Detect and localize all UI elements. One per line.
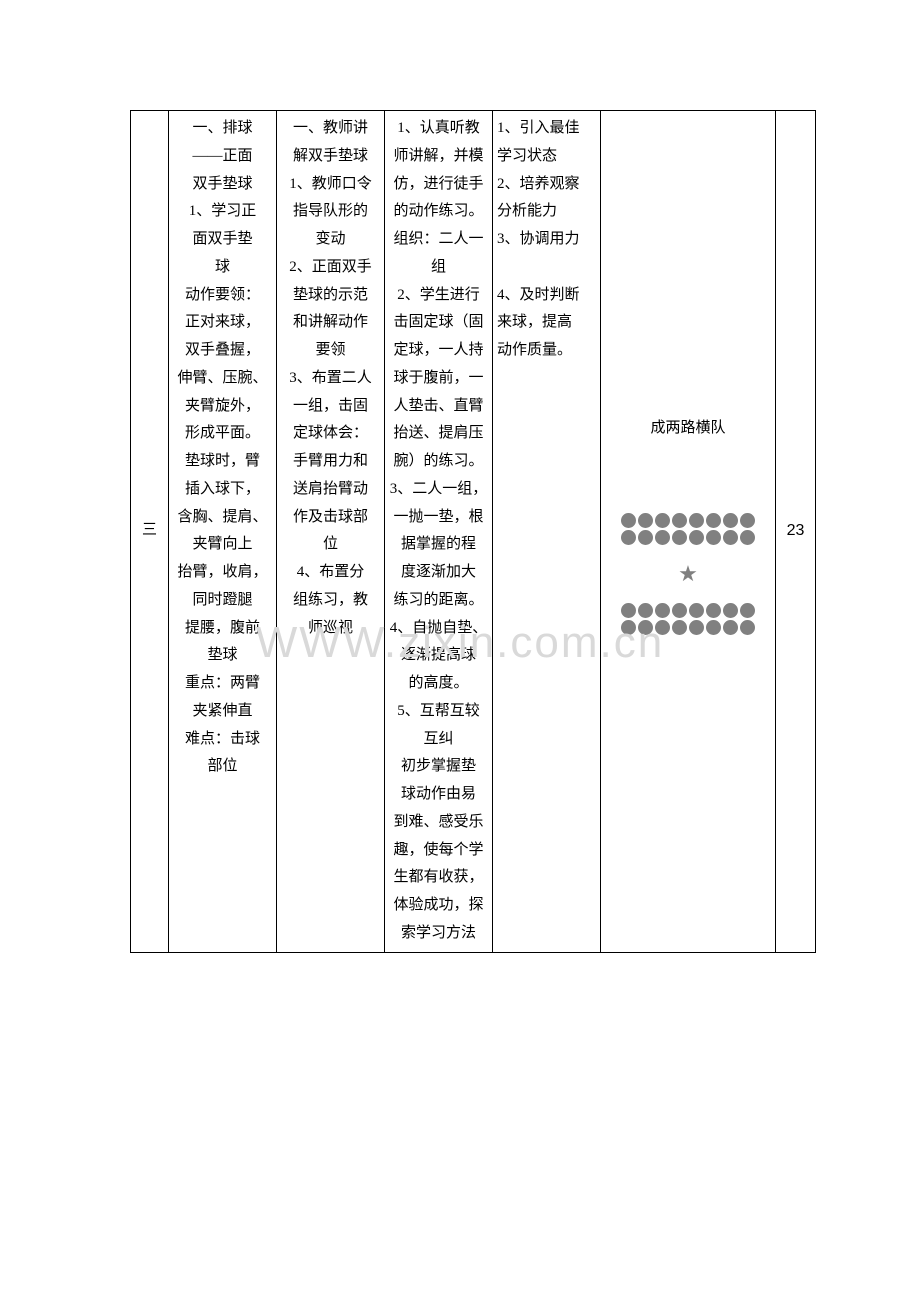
table-row: 三 一、排球 ——正面 双手垫球 1、学习正 面双手垫 球 动作要领： 正对来球… [131, 111, 816, 953]
formation-cell: 成两路横队 ★ [601, 111, 776, 953]
formation-dot-row [603, 603, 773, 618]
formation-dot-row [603, 530, 773, 545]
formation-dot-icon [723, 620, 738, 635]
formation-dot-icon [740, 620, 755, 635]
formation-dot-row [603, 620, 773, 635]
formation-dot-icon [672, 513, 687, 528]
formation-dot-icon [672, 603, 687, 618]
formation-star-icon: ★ [603, 563, 773, 585]
formation-dot-icon [740, 513, 755, 528]
formation-dot-icon [706, 530, 721, 545]
formation-dot-icon [672, 530, 687, 545]
formation-dot-icon [689, 530, 704, 545]
formation-dot-icon [621, 513, 636, 528]
section-number: 三 [142, 522, 157, 538]
formation-dot-icon [723, 603, 738, 618]
formation-dot-icon [740, 603, 755, 618]
formation-dot-icon [706, 513, 721, 528]
content-text-c: 1、认真听教 师讲解，并模 仿，进行徒手 的动作练习。 组织：二人一 组 2、学… [387, 115, 490, 948]
formation-dot-icon [638, 603, 653, 618]
content-cell-c: 1、认真听教 师讲解，并模 仿，进行徒手 的动作练习。 组织：二人一 组 2、学… [385, 111, 493, 953]
formation-dot-icon [672, 620, 687, 635]
section-number-cell: 三 [131, 111, 169, 953]
content-cell-b: 一、教师讲 解双手垫球 1、教师口令 指导队形的 变动 2、正面双手 垫球的示范… [277, 111, 385, 953]
formation-dot-icon [723, 530, 738, 545]
formation-dot-icon [621, 603, 636, 618]
formation-dot-icon [655, 530, 670, 545]
time-value: 23 [787, 522, 805, 539]
formation-dot-icon [638, 530, 653, 545]
formation-dot-icon [621, 620, 636, 635]
formation-dot-icon [638, 513, 653, 528]
formation-dot-icon [655, 603, 670, 618]
content-text-b: 一、教师讲 解双手垫球 1、教师口令 指导队形的 变动 2、正面双手 垫球的示范… [279, 115, 382, 642]
formation-dot-row [603, 513, 773, 528]
formation-dot-icon [638, 620, 653, 635]
content-cell-d: 1、引入最佳 学习状态 2、培养观察 分析能力 3、协调用力 4、及时判断 来球… [493, 111, 601, 953]
formation-diagram: ★ [603, 513, 773, 635]
content-text-a: 一、排球 ——正面 双手垫球 1、学习正 面双手垫 球 动作要领： 正对来球， … [171, 115, 274, 781]
formation-dot-icon [740, 530, 755, 545]
content-text-d: 1、引入最佳 学习状态 2、培养观察 分析能力 3、协调用力 4、及时判断 来球… [497, 115, 598, 365]
formation-dot-icon [723, 513, 738, 528]
formation-dot-icon [706, 620, 721, 635]
formation-dot-icon [655, 513, 670, 528]
lesson-plan-table: 三 一、排球 ——正面 双手垫球 1、学习正 面双手垫 球 动作要领： 正对来球… [130, 110, 816, 953]
formation-dot-icon [655, 620, 670, 635]
time-cell: 23 [776, 111, 816, 953]
formation-dot-icon [689, 513, 704, 528]
formation-dot-icon [689, 603, 704, 618]
formation-label: 成两路横队 [603, 415, 773, 443]
formation-dot-icon [621, 530, 636, 545]
formation-dot-icon [706, 603, 721, 618]
document-page: 三 一、排球 ——正面 双手垫球 1、学习正 面双手垫 球 动作要领： 正对来球… [0, 0, 920, 953]
content-cell-a: 一、排球 ——正面 双手垫球 1、学习正 面双手垫 球 动作要领： 正对来球， … [169, 111, 277, 953]
formation-dot-icon [689, 620, 704, 635]
